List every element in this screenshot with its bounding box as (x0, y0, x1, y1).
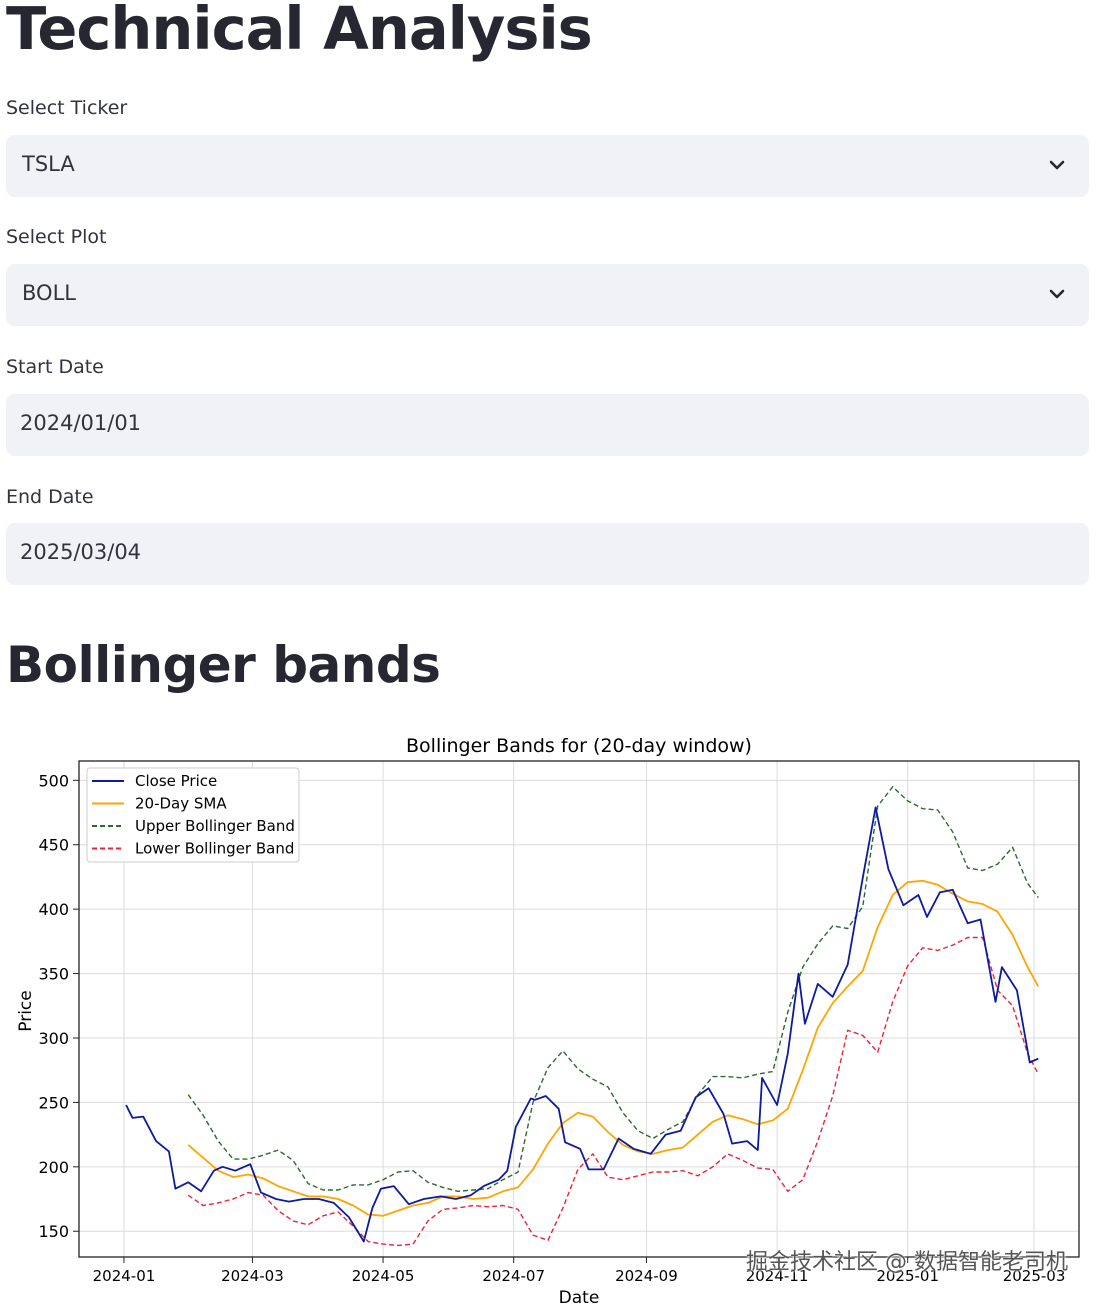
chart-title: Bollinger Bands for (20-day window) (406, 735, 752, 757)
chart-legend: Close Price 20-Day SMA Upper Bollinger Ban… (86, 767, 300, 863)
ticker-select-value: TSLA (22, 152, 75, 176)
x-tick-label: 2025-03 (1003, 1267, 1066, 1285)
plot-label: Select Plot (6, 226, 107, 248)
end-date-label: End Date (6, 486, 94, 508)
series-line-3 (187, 786, 1039, 1192)
end-date-input[interactable]: 2025/03/04 (6, 523, 1089, 585)
x-tick-label: 2024-01 (93, 1267, 156, 1285)
plot-select-value: BOLL (22, 281, 76, 305)
legend-label: 20-Day SMA (135, 795, 227, 813)
ticker-select[interactable]: TSLA (6, 135, 1089, 197)
x-tick-label: 2024-07 (482, 1267, 545, 1285)
chart-grid (79, 761, 1079, 1257)
y-tick-label: 150 (38, 1222, 69, 1241)
y-tick-label: 200 (38, 1158, 69, 1177)
x-tick-label: 2024-03 (221, 1267, 284, 1285)
y-tick-label: 300 (38, 1029, 69, 1048)
y-tick-label: 500 (38, 771, 69, 790)
legend-box (86, 767, 300, 863)
start-date-input[interactable]: 2024/01/01 (6, 394, 1089, 456)
y-tick-label: 450 (38, 836, 69, 855)
chevron-down-icon (1049, 160, 1065, 170)
chart-frame (78, 760, 1080, 1258)
y-tick-label: 400 (38, 900, 69, 919)
start-date-value: 2024/01/01 (20, 411, 142, 435)
x-tick-label: 2024-05 (352, 1267, 415, 1285)
chart-ticks: 150 200 250 300 350 400 450 500 2024-01 2024-03 20… (38, 771, 1065, 1285)
watermark: 掘金技术社区 @ 数据智能老司机 (746, 1250, 1068, 1275)
section-title: Bollinger bands (6, 636, 441, 694)
series-line-1 (125, 806, 1039, 1243)
chart-series (125, 786, 1040, 1247)
end-date-value: 2025/03/04 (20, 540, 142, 564)
plot-select[interactable]: BOLL (6, 264, 1089, 326)
y-tick-label: 350 (38, 965, 69, 984)
start-date-label: Start Date (6, 356, 104, 378)
series-line-2 (187, 879, 1040, 1217)
chevron-down-icon (1049, 289, 1065, 299)
page-title: Technical Analysis (6, 0, 593, 63)
y-axis-label: Price (16, 990, 36, 1031)
bollinger-chart: Bollinger Bands for (20-day window) 150 2… (16, 735, 1080, 1306)
x-tick-label: 2024-11 (746, 1267, 809, 1285)
x-tick-label: 2025-01 (876, 1267, 939, 1285)
y-tick-label: 250 (38, 1093, 69, 1112)
x-axis-label: Date (559, 1288, 600, 1306)
x-tick-label: 2024-09 (615, 1267, 678, 1285)
ticker-label: Select Ticker (6, 97, 128, 119)
legend-label: Close Price (135, 772, 217, 790)
legend-label: Upper Bollinger Band (135, 817, 295, 835)
series-line-4 (187, 936, 1039, 1247)
legend-label: Lower Bollinger Band (135, 840, 294, 858)
